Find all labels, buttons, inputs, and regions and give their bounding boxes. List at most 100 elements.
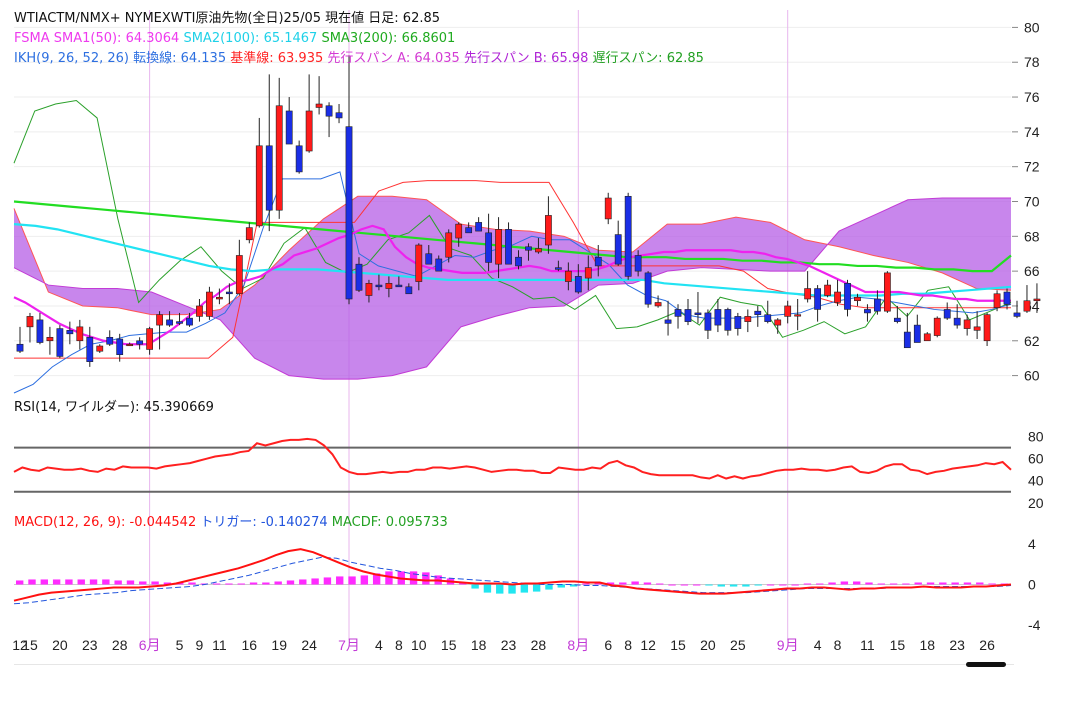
candle-body [505,229,512,265]
candle-body [425,253,433,265]
macd-histogram-bar [126,580,135,585]
scrollbar-thumb[interactable] [966,662,1006,667]
candle-body [335,112,343,119]
candle-body [724,309,732,331]
candle-body [485,232,492,263]
macd-histogram-bar [385,571,393,585]
candle-body [415,244,423,282]
candle-body [574,276,582,293]
x-tick-label: 5 [176,637,184,653]
candle-body [584,267,592,279]
candle-body [166,319,173,326]
candle-body [794,314,802,317]
macd-histogram-bar [951,582,959,585]
candle-body [86,336,94,362]
senkou-a-line [13,195,1012,316]
candle-body [893,317,901,322]
macd-histogram-bar [311,578,319,585]
legend-segment: 遅行スパン: 62.85 [592,51,704,66]
macd-histogram-bar [656,583,664,585]
rsi-line [13,437,1012,480]
candle-body [973,326,981,331]
x-tick-label: 12 [640,637,656,653]
macd-histogram-bar [729,584,738,587]
x-tick-label: 18 [471,637,487,653]
candle-body [874,298,881,312]
candle-body [275,105,283,211]
candle-body [285,110,293,145]
candle-body [395,284,403,288]
candle-body [46,336,54,342]
macd-trigger-line [13,556,1012,605]
macd-histogram-bar [348,576,356,585]
macd-histogram-bar [299,579,307,585]
rsi-label: RSI(14, ワイルダー): 45.390669 [14,400,214,415]
macd-histogram-bar [16,580,24,585]
candle-body [156,314,163,326]
macd-histogram-bar [643,582,652,585]
candle-body [754,310,762,315]
candle-body [993,293,1001,308]
candle-body [525,246,532,251]
macd-histogram-bar [865,582,873,585]
candle-body [614,234,622,265]
y-tick-label: 62 [1024,333,1040,349]
macd-histogram-bar [323,577,332,585]
candle-body [265,145,273,211]
candle-body [126,343,134,347]
macd-histogram-bar [471,584,479,589]
candle-body [355,263,363,291]
x-tick-label: 18 [919,637,935,653]
candle-body [714,309,722,326]
candle-body [545,215,552,246]
candle-body [345,126,353,300]
chikou-span-line [13,99,1012,338]
candle-body [515,256,522,267]
candle-body [624,195,632,277]
ichimoku-legend: IKH(9, 26, 52, 26) 転換線: 64.135 基準線: 63.9… [14,50,704,67]
x-tick-label: 4 [814,637,822,653]
candle-body [953,317,961,326]
candle-body [465,227,473,234]
macd-histogram-bar [65,579,73,585]
macd-histogram-bar [139,581,147,585]
sma-legend: FSMA SMA1(50): 64.3064 SMA2(100): 65.146… [14,30,455,47]
candle-body [1033,298,1041,302]
candle-body [315,103,323,108]
macd-histogram-bar [200,583,209,585]
legend-segment: IKH(9, 26, 52, 26) 転換線: 64.135 [14,51,231,66]
legend-segment: 先行スパン A: 64.035 [327,51,464,66]
y-tick-label: 80 [1024,19,1040,35]
candle-body [903,331,911,349]
macd-histogram-bar [889,583,898,585]
macd-line [13,548,1012,602]
x-tick-label: 7月 [338,637,360,653]
x-tick-label: 8 [834,637,842,653]
macd-histogram-bar [225,583,233,585]
candle-body [1023,300,1031,312]
chart-title: WTIACTM/NMX+ NYMEXWTI原油先物(全日)25/05 現在値 日… [14,11,441,26]
macd-histogram-bar [40,579,49,585]
candle-body [36,319,44,343]
macd-histogram-bar [668,584,676,586]
macd-histogram-bar [508,584,516,594]
macd-histogram-bar [766,584,775,586]
macd-histogram-bar [705,584,713,586]
candle-body [854,296,861,302]
candle-body [774,319,782,326]
candle-body [554,267,562,270]
scrollbar-track[interactable] [14,664,1014,665]
x-tick-label: 8月 [567,637,589,653]
candle-body [933,317,941,336]
macd-histogram-bar [754,584,762,586]
macd-histogram-bar [594,583,602,585]
candle-body [116,338,124,356]
macd-histogram-bar [52,579,61,585]
x-tick-label: 8 [624,637,632,653]
candle-body [16,343,24,352]
y-tick-label: 76 [1024,89,1040,105]
macd-histogram-bar [680,584,689,586]
candle-body [883,272,891,312]
